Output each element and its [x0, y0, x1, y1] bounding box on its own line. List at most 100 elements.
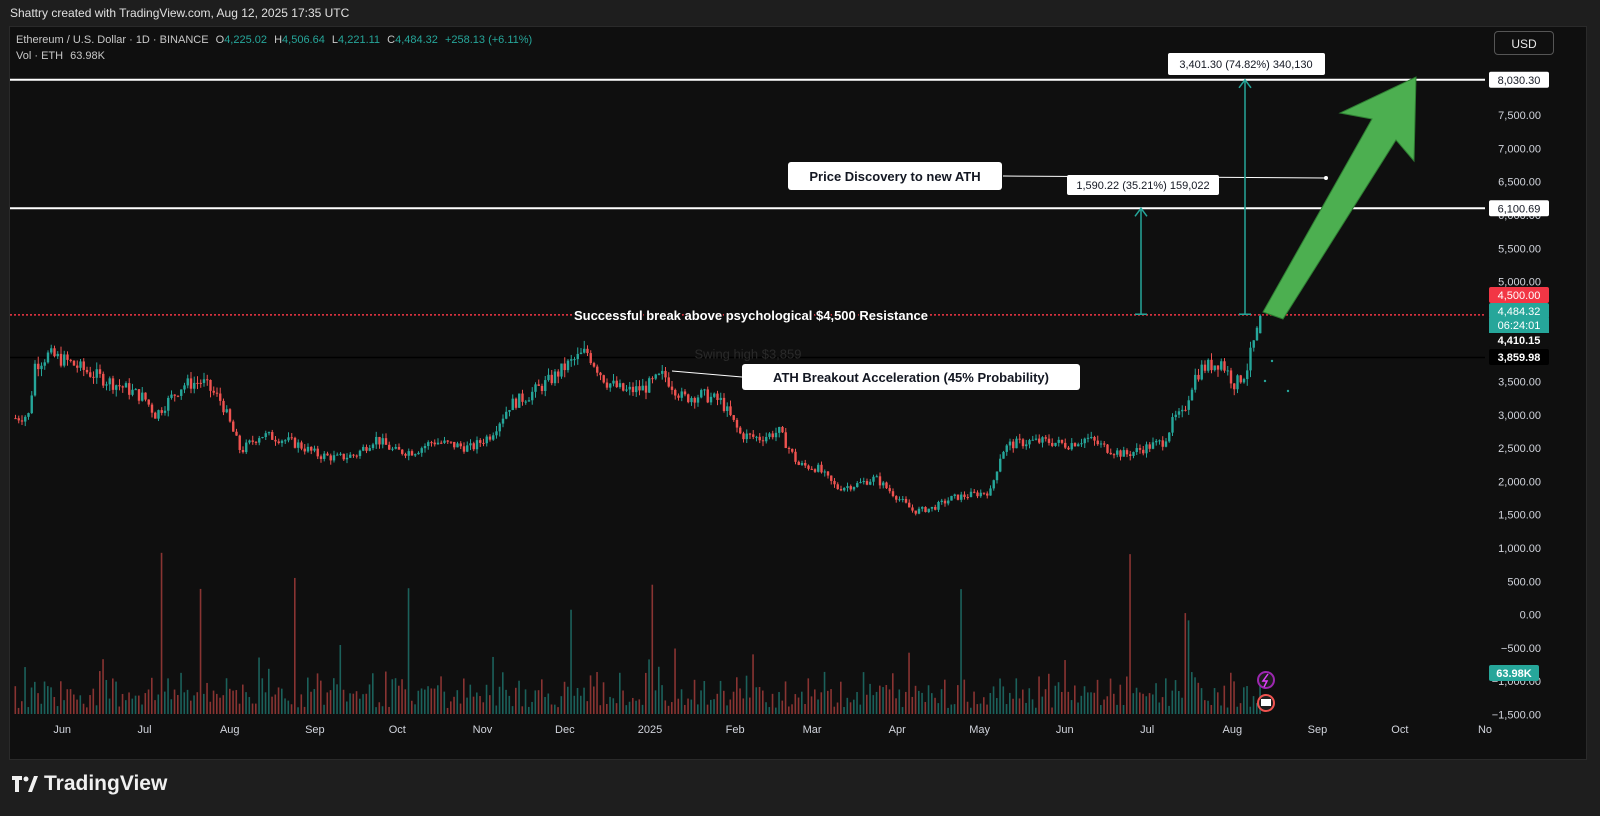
candle-body — [40, 365, 43, 370]
candle-body — [1008, 441, 1012, 446]
candle-body — [995, 471, 999, 481]
candle-body — [485, 436, 488, 444]
forecast-dot — [1286, 389, 1290, 393]
candle-body — [979, 492, 982, 497]
candle-body — [20, 420, 24, 422]
volume-bar — [53, 697, 56, 714]
volume-bar — [1090, 692, 1092, 714]
candle-body — [1216, 365, 1220, 370]
volume-bar — [924, 701, 927, 714]
volume-bar — [778, 692, 780, 714]
candle-body — [667, 377, 670, 387]
volume-bar — [869, 683, 871, 714]
candle-body — [189, 378, 193, 389]
candle-body — [1096, 440, 1099, 445]
ath-callout-box[interactable] — [742, 364, 1080, 390]
candle-body — [927, 508, 930, 513]
volume-bar — [17, 707, 20, 714]
volume-bar — [251, 703, 254, 714]
volume-bar — [248, 697, 251, 714]
candle-body — [1028, 440, 1031, 445]
candle-body — [1148, 444, 1151, 449]
candle-body — [1158, 440, 1161, 442]
projection-arrow-icon[interactable] — [1262, 76, 1417, 320]
candle-body — [846, 486, 849, 488]
candle-body — [1116, 450, 1119, 455]
discovery-callout-box[interactable] — [788, 162, 1002, 190]
volume-bar — [752, 654, 754, 714]
volume-bar — [267, 668, 270, 714]
x-tick-label: Nov — [473, 724, 493, 736]
volume-bar — [956, 685, 959, 714]
volume-bar — [79, 695, 82, 714]
currency-button[interactable]: USD — [1494, 31, 1554, 55]
candle-body — [264, 433, 267, 438]
volume-bar — [274, 694, 277, 714]
candle-body — [137, 389, 141, 401]
candle-body — [475, 440, 479, 450]
candle-body — [225, 409, 228, 413]
volume-bar — [703, 681, 706, 714]
candle-body — [573, 359, 576, 361]
candle-body — [1051, 442, 1054, 446]
volume-bar — [791, 704, 793, 714]
candle-body — [713, 393, 716, 397]
candle-body — [800, 462, 804, 465]
volume-bar — [534, 690, 537, 714]
chart-canvas[interactable]: 7,500.007,000.006,500.006,000.005,500.00… — [0, 0, 1600, 760]
candle-body — [1181, 409, 1184, 412]
candle-body — [124, 383, 128, 388]
volume-bar — [407, 588, 410, 714]
candle-body — [1018, 438, 1021, 440]
candle-body — [329, 455, 332, 461]
volume-bar — [1002, 686, 1005, 714]
candle-body — [147, 399, 150, 405]
volume-bar — [20, 701, 23, 714]
candle-body — [355, 455, 358, 457]
candle-body — [722, 397, 726, 411]
volume-bar — [238, 703, 241, 714]
volume-bar — [989, 692, 992, 714]
tradingview-logo[interactable]: TradingView — [12, 772, 167, 796]
candle-body — [319, 456, 323, 459]
volume-bar — [1018, 698, 1021, 714]
candle-body — [63, 354, 66, 366]
volume-bar — [1200, 688, 1203, 714]
event-lightning-icon[interactable] — [1257, 671, 1275, 689]
candle-body — [407, 451, 410, 456]
candle-body — [30, 395, 33, 414]
volume-bar — [641, 704, 644, 714]
candle-body — [544, 380, 547, 391]
volume-bar — [433, 688, 436, 714]
candle-body — [388, 444, 391, 450]
candle-body — [277, 441, 280, 444]
volume-bar — [1073, 685, 1076, 714]
y-tick-label: −1,500.00 — [1492, 710, 1541, 722]
candle-body — [1080, 443, 1083, 445]
volume-bar — [495, 705, 498, 714]
candle-body — [443, 440, 446, 443]
candle-body — [238, 435, 241, 450]
candle-body — [287, 437, 290, 441]
volume-bar — [709, 699, 712, 714]
volume-bar — [492, 656, 494, 714]
candle-body — [1077, 444, 1080, 447]
volume-bar — [1099, 705, 1102, 714]
candle-body — [560, 363, 563, 377]
volume-bar — [1051, 707, 1053, 714]
candle-body — [1031, 439, 1034, 441]
candle-body — [852, 487, 856, 490]
volume-bar — [1190, 672, 1193, 714]
volume-bar — [648, 659, 650, 714]
forecast-dot — [1263, 379, 1267, 383]
volume-bar — [183, 692, 186, 714]
candle-body — [300, 442, 303, 449]
volume-bar — [1177, 691, 1180, 714]
candle-body — [440, 442, 443, 444]
candle-body — [921, 506, 924, 509]
volume-bar — [388, 706, 390, 714]
volume-bar — [722, 690, 725, 714]
candle-body — [693, 398, 696, 403]
chart-frame[interactable] — [9, 26, 1587, 760]
volume-bar — [508, 695, 511, 714]
